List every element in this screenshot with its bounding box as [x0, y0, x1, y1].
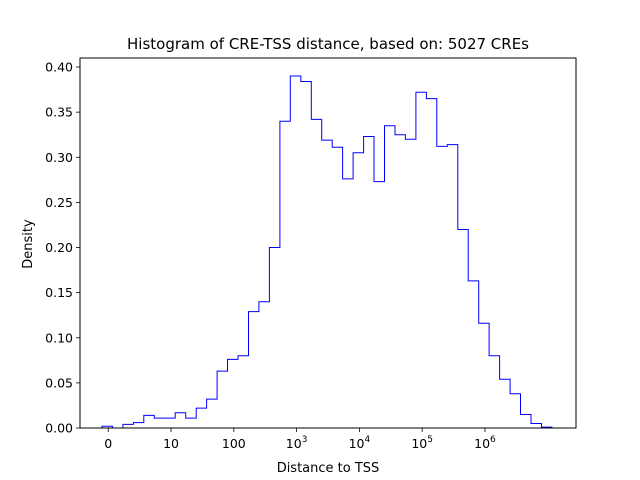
x-tick-label: 104 [349, 435, 371, 451]
x-axis-label: Distance to TSS [277, 461, 380, 476]
x-axis: 0 10 100 103 104 105 106 [104, 428, 496, 451]
x-tick-label: 106 [474, 435, 496, 451]
x-tick-label: 105 [411, 435, 433, 451]
x-tick-label: 100 [222, 436, 246, 451]
y-axis: 0.00 0.05 0.10 0.15 0.20 0.25 0.30 0.35 0.40 [45, 60, 80, 436]
y-tick-label: 0.25 [45, 195, 73, 210]
y-tick-label: 0.20 [45, 240, 73, 255]
y-tick-label: 0.35 [45, 105, 73, 120]
plot-area [101, 75, 563, 429]
histogram-outline [101, 75, 563, 429]
y-tick-label: 0.10 [45, 330, 73, 345]
y-tick-label: 0.30 [45, 150, 73, 165]
y-tick-label: 0.05 [45, 375, 73, 390]
x-tick-label: 0 [104, 436, 112, 451]
chart-title: Histogram of CRE-TSS distance, based on:… [127, 35, 529, 53]
y-tick-label: 0.15 [45, 285, 73, 300]
x-tick-label: 10 [163, 436, 179, 451]
x-tick-label: 103 [286, 435, 308, 451]
plot-frame [79, 57, 577, 429]
y-tick-label: 0.00 [45, 421, 73, 436]
y-tick-label: 0.40 [45, 60, 73, 75]
y-axis-label: Density [21, 219, 36, 269]
